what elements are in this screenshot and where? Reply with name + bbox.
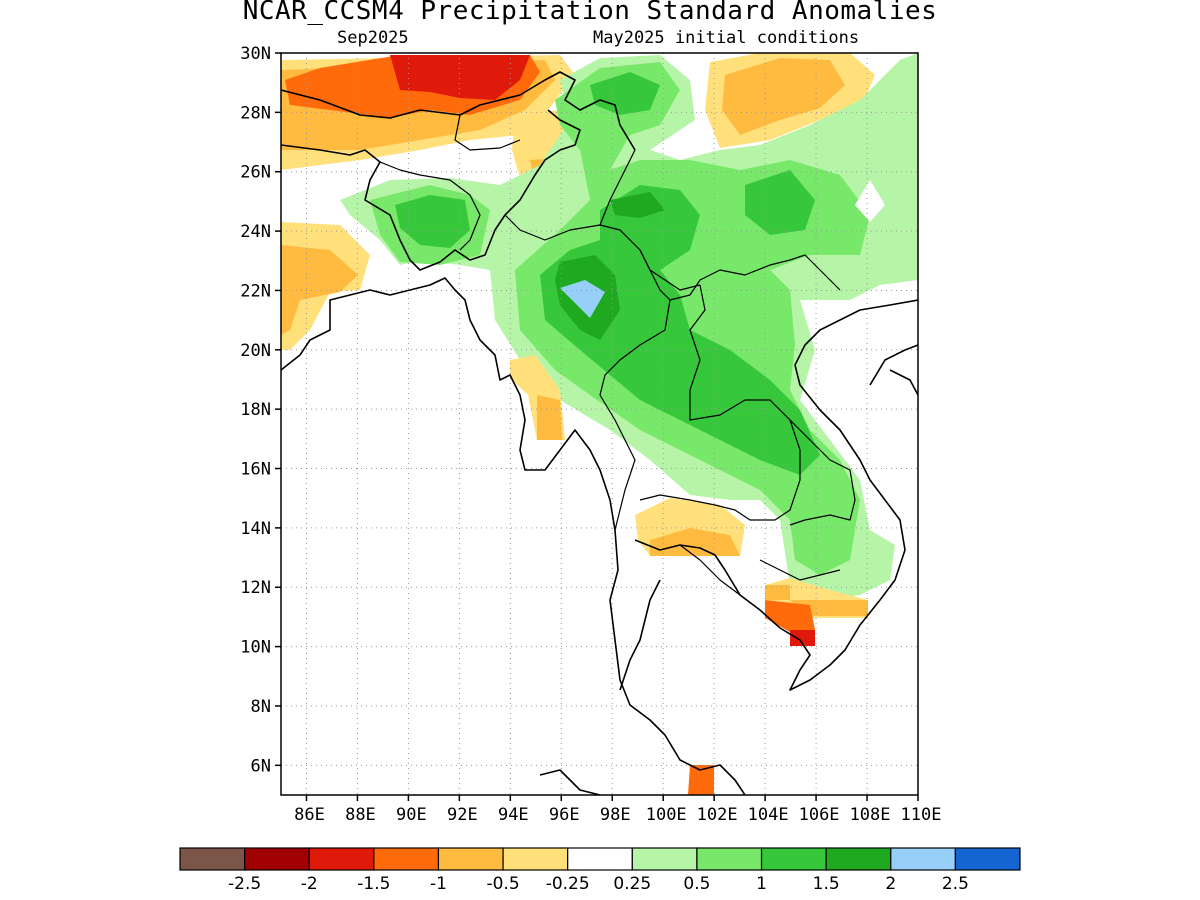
lat-label: 14N [240, 519, 271, 539]
colorbar-swatch [373, 847, 440, 871]
lat-label: 6N [251, 756, 271, 776]
colorbar-swatch [825, 847, 892, 871]
lat-label: 16N [240, 460, 271, 480]
lon-label: 96E [549, 805, 580, 825]
colorbar-swatch [437, 847, 504, 871]
colorbar-label: 0.25 [613, 874, 651, 894]
lon-label: 90E [396, 805, 427, 825]
anomaly-region [765, 585, 868, 616]
lon-label: 102E [697, 805, 738, 825]
colorbar-label: -0.25 [546, 874, 590, 894]
anomaly-region [688, 765, 714, 795]
lat-label: 8N [251, 697, 271, 717]
forecast-month: Sep2025 [337, 28, 409, 48]
anomaly-region [390, 55, 530, 100]
lat-label: 12N [240, 578, 271, 598]
lon-label: 104E [748, 805, 789, 825]
colorbar-swatch [760, 847, 827, 871]
lon-label: 110E [901, 805, 942, 825]
colorbar-labels: -2.5 -2 -1.5 -1 -0.5 -0.25 0.25 0.5 1 1.5 2 2.5 [228, 874, 969, 894]
lat-label: 26N [240, 163, 271, 183]
colorbar-swatch [890, 847, 956, 871]
anomaly-region [765, 600, 815, 632]
lat-label: 20N [240, 341, 271, 361]
lon-label: 98E [600, 805, 631, 825]
colorbar-label: -1 [430, 874, 447, 894]
anomaly-region [560, 280, 605, 318]
colorbar-label: 1 [756, 874, 767, 894]
anomaly-shading [281, 53, 918, 795]
colorbar-swatch [244, 847, 310, 871]
lat-label: 30N [240, 44, 271, 64]
latitude-axis: 30N 28N 26N 24N 22N 20N 18N 16N 14N 12N 10N 8N 6N [240, 44, 281, 776]
longitude-axis: 86E 88E 90E 92E 94E 96E 98E 100E 102E 104E 106E 108… [294, 795, 941, 825]
lon-label: 100E [646, 805, 687, 825]
colorbar-label: 2.5 [942, 874, 969, 894]
colorbar [179, 847, 1021, 871]
colorbar-swatch [567, 847, 633, 871]
colorbar-label: 1.5 [813, 874, 840, 894]
colorbar-swatch [179, 847, 246, 871]
anomaly-region [790, 630, 815, 646]
lon-label: 88E [345, 805, 376, 825]
lon-label: 106E [799, 805, 840, 825]
anomaly-region [537, 395, 562, 440]
lon-label: 108E [850, 805, 891, 825]
lon-label: 86E [294, 805, 325, 825]
colorbar-label: 2 [885, 874, 896, 894]
lat-label: 10N [240, 638, 271, 658]
coastlines [281, 71, 918, 795]
colorbar-label: -0.5 [486, 874, 519, 894]
lon-label: 94E [498, 805, 529, 825]
anomaly-region [281, 245, 358, 335]
colorbar-swatch [631, 847, 698, 871]
gridlines [281, 53, 918, 795]
map-frame [280, 52, 919, 796]
lat-label: 22N [240, 281, 271, 301]
lat-label: 24N [240, 222, 271, 242]
initial-conditions: May2025 initial conditions [593, 28, 860, 48]
anomaly-region [722, 58, 845, 135]
lat-label: 28N [240, 103, 271, 123]
country-borders [379, 114, 856, 596]
colorbar-label: -2 [301, 874, 318, 894]
colorbar-swatch [502, 847, 569, 871]
colorbar-label: -1.5 [357, 874, 390, 894]
colorbar-swatch [308, 847, 375, 871]
lat-label: 18N [240, 400, 271, 420]
lon-label: 92E [447, 805, 478, 825]
colorbar-swatch [954, 847, 1021, 871]
chart-title: NCAR_CCSM4 Precipitation Standard Anomal… [242, 0, 938, 26]
anomaly-region [650, 528, 740, 556]
colorbar-label: 0.5 [683, 874, 710, 894]
colorbar-label: -2.5 [228, 874, 261, 894]
colorbar-swatch [696, 847, 763, 871]
